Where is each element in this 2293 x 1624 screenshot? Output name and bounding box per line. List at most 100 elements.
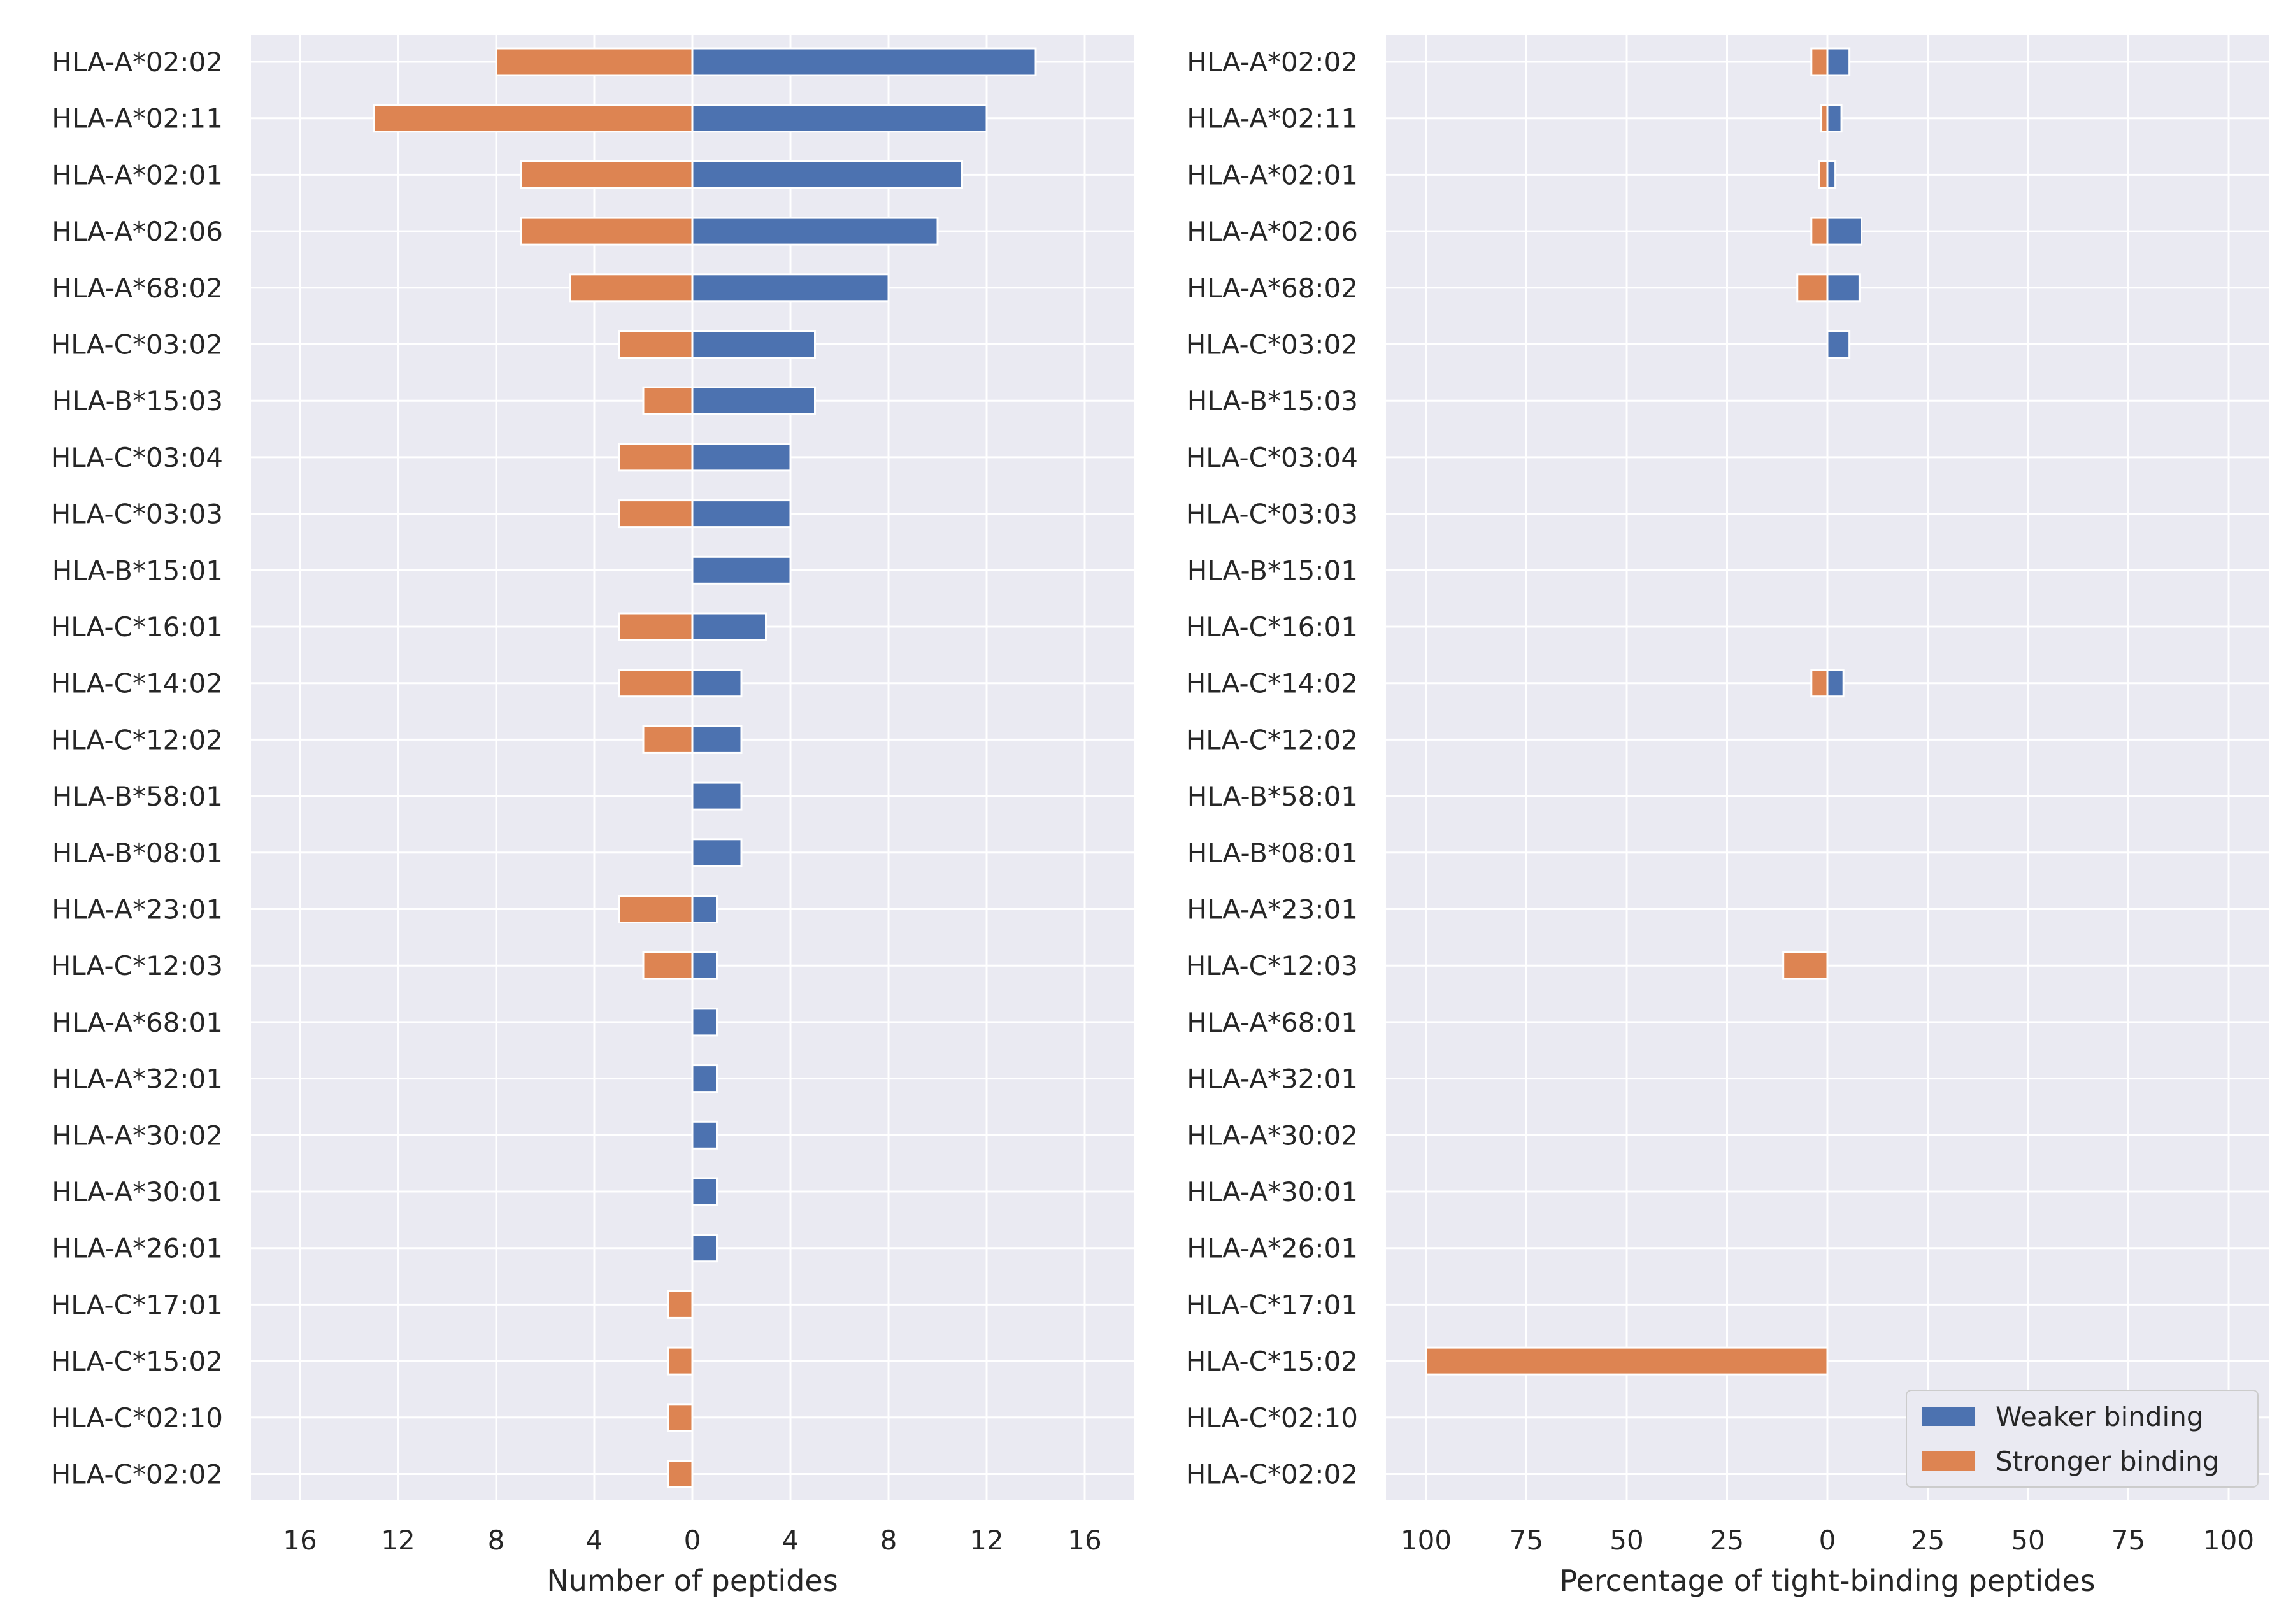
bar-weaker-HLA-A*02:01 xyxy=(1826,160,1837,189)
category-label: HLA-A*30:01 xyxy=(1187,1176,1358,1207)
bar-stronger-HLA-C*14:02 xyxy=(618,669,694,698)
category-label: HLA-B*15:01 xyxy=(52,555,223,586)
bar-weaker-HLA-C*16:01 xyxy=(691,612,767,641)
bar-weaker-HLA-A*02:11 xyxy=(691,104,988,133)
category-label: HLA-A*02:02 xyxy=(1187,46,1358,78)
x-tick-label: 16 xyxy=(283,1525,317,1556)
category-label: HLA-B*15:03 xyxy=(1187,385,1358,417)
category-label: HLA-C*02:10 xyxy=(1186,1402,1358,1434)
category-label: HLA-C*03:02 xyxy=(1186,329,1358,360)
bar-weaker-HLA-C*03:02 xyxy=(691,330,816,359)
x-tick-label: 0 xyxy=(1819,1525,1836,1556)
x-tick-label: 100 xyxy=(1401,1525,1452,1556)
bar-weaker-HLA-B*58:01 xyxy=(691,781,743,811)
bar-stronger-HLA-C*03:03 xyxy=(618,499,694,529)
bar-stronger-HLA-C*16:01 xyxy=(618,612,694,641)
legend: Weaker binding Stronger binding xyxy=(1906,1390,2259,1488)
category-label: HLA-C*14:02 xyxy=(51,668,223,699)
category-label: HLA-A*26:01 xyxy=(1187,1233,1358,1264)
x-tick-label: 8 xyxy=(488,1525,505,1556)
category-label: HLA-C*12:02 xyxy=(51,724,223,755)
legend-entry: Stronger binding xyxy=(1996,1446,2219,1477)
bar-weaker-HLA-C*03:04 xyxy=(691,443,792,472)
bar-weaker-HLA-A*68:02 xyxy=(691,273,890,303)
category-label: HLA-C*12:02 xyxy=(1186,724,1358,755)
category-label: HLA-B*58:01 xyxy=(52,781,223,812)
category-label: HLA-A*68:02 xyxy=(52,273,223,304)
bar-weaker-HLA-C*14:02 xyxy=(691,669,743,698)
category-label: HLA-A*02:11 xyxy=(52,103,223,134)
category-label: HLA-C*16:01 xyxy=(51,611,223,643)
bar-stronger-HLA-C*03:02 xyxy=(618,330,694,359)
category-label: HLA-B*08:01 xyxy=(1187,837,1358,869)
bar-weaker-HLA-A*26:01 xyxy=(691,1234,718,1263)
category-label: HLA-C*03:03 xyxy=(1186,499,1358,530)
bar-stronger-HLA-C*02:10 xyxy=(667,1403,694,1432)
bar-stronger-HLA-C*02:02 xyxy=(667,1460,694,1488)
category-label: HLA-A*68:01 xyxy=(1187,1007,1358,1038)
bar-weaker-HLA-C*12:02 xyxy=(691,725,743,754)
legend-box xyxy=(1906,1390,2259,1488)
x-tick-label: 100 xyxy=(2203,1525,2254,1556)
bar-stronger-HLA-A*02:02 xyxy=(1810,47,1829,76)
bar-stronger-HLA-C*14:02 xyxy=(1810,669,1829,698)
x-tick-label: 12 xyxy=(969,1525,1003,1556)
x-tick-label: 25 xyxy=(1911,1525,1945,1556)
category-label: HLA-C*12:03 xyxy=(51,950,223,981)
bar-weaker-HLA-A*02:02 xyxy=(1826,47,1851,76)
bar-stronger-HLA-A*02:11 xyxy=(1820,104,1829,133)
bar-weaker-HLA-C*03:02 xyxy=(1826,330,1851,359)
x-tick-label: 4 xyxy=(782,1525,799,1556)
category-label: HLA-B*08:01 xyxy=(52,837,223,869)
bar-weaker-HLA-A*02:06 xyxy=(1826,217,1863,246)
bar-stronger-HLA-B*15:03 xyxy=(642,386,694,415)
x-tick-label: 75 xyxy=(1510,1525,1543,1556)
category-label: HLA-C*02:02 xyxy=(51,1459,223,1490)
x-tick-label: 75 xyxy=(2111,1525,2145,1556)
category-label: HLA-B*58:01 xyxy=(1187,781,1358,812)
category-label: HLA-B*15:03 xyxy=(52,385,223,417)
bar-weaker-HLA-A*68:01 xyxy=(691,1008,718,1037)
panel-2: HLA-A*02:02 HLA-A*02:11 HLA-A*02:01 HLA-A*0… xyxy=(1186,35,2269,1598)
bar-weaker-HLA-A*02:01 xyxy=(691,160,963,189)
category-label: HLA-C*02:10 xyxy=(51,1402,223,1434)
x-tick-label: 4 xyxy=(586,1525,603,1556)
bar-stronger-HLA-C*15:02 xyxy=(1425,1346,1829,1376)
legend-swatch xyxy=(1922,1407,1975,1426)
bar-weaker-HLA-B*08:01 xyxy=(691,838,743,867)
panel-1: HLA-A*02:02 HLA-A*02:11 HLA-A*02:01 HLA-A*0… xyxy=(51,35,1134,1598)
x-axis-label: Number of peptides xyxy=(546,1563,838,1598)
category-label: HLA-A*68:02 xyxy=(1187,273,1358,304)
bar-stronger-HLA-A*02:06 xyxy=(520,217,694,246)
legend-entry: Weaker binding xyxy=(1996,1401,2203,1432)
category-label: HLA-C*12:03 xyxy=(1186,950,1358,981)
category-label: HLA-B*15:01 xyxy=(1187,555,1358,586)
legend-swatch xyxy=(1922,1451,1975,1471)
category-label: HLA-A*02:06 xyxy=(1187,216,1358,247)
category-label: HLA-A*02:01 xyxy=(1187,159,1358,190)
bar-stronger-HLA-C*12:03 xyxy=(1782,951,1829,980)
bar-stronger-HLA-C*12:03 xyxy=(642,951,694,980)
bar-stronger-HLA-A*23:01 xyxy=(618,895,694,923)
category-label: HLA-A*32:01 xyxy=(1187,1064,1358,1095)
category-label: HLA-A*02:02 xyxy=(52,46,223,78)
x-tick-label: 16 xyxy=(1068,1525,1101,1556)
bar-weaker-HLA-B*15:03 xyxy=(691,386,816,415)
bar-stronger-HLA-A*68:02 xyxy=(1796,273,1829,303)
x-axis-label: Percentage of tight-binding peptides xyxy=(1559,1563,2095,1598)
x-tick-label: 25 xyxy=(1710,1525,1744,1556)
category-label: HLA-A*30:01 xyxy=(52,1176,223,1207)
bar-stronger-HLA-A*02:01 xyxy=(1818,160,1829,189)
category-label: HLA-A*23:01 xyxy=(1187,894,1358,925)
bar-weaker-HLA-A*02:06 xyxy=(691,217,939,246)
bar-weaker-HLA-A*30:02 xyxy=(691,1120,718,1150)
category-label: HLA-C*02:02 xyxy=(1186,1459,1358,1490)
bar-weaker-HLA-A*68:02 xyxy=(1826,273,1861,303)
bar-stronger-HLA-A*02:02 xyxy=(495,47,694,76)
bar-weaker-HLA-A*02:11 xyxy=(1826,104,1843,133)
bar-stronger-HLA-C*17:01 xyxy=(667,1290,694,1319)
category-label: HLA-C*03:02 xyxy=(51,329,223,360)
category-label: HLA-C*14:02 xyxy=(1186,668,1358,699)
category-label: HLA-A*30:02 xyxy=(52,1120,223,1151)
